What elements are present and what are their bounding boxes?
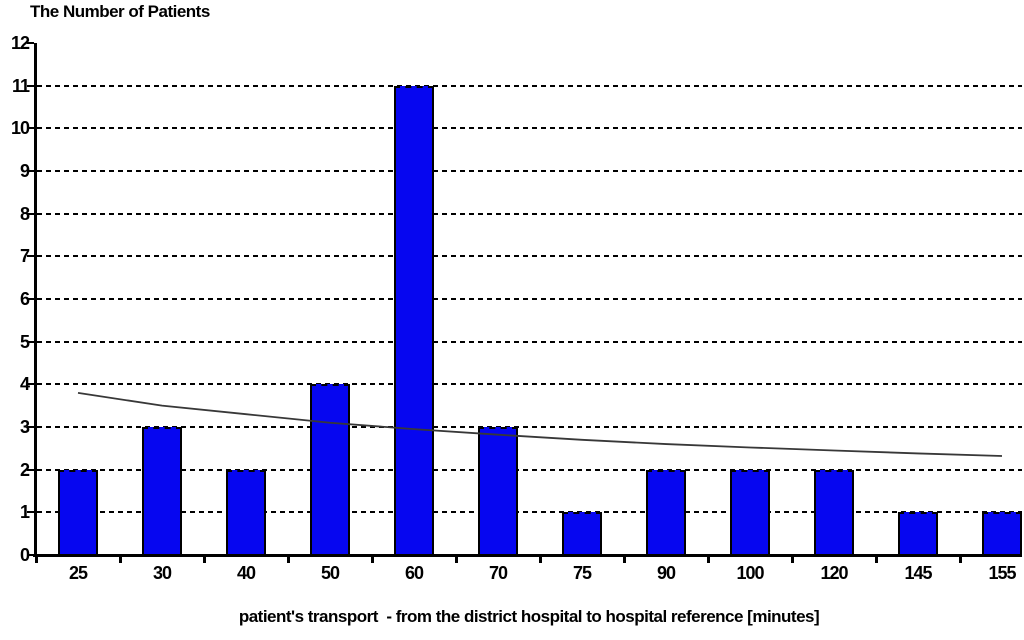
gridline	[37, 255, 1022, 258]
y-axis-tick	[27, 42, 34, 44]
y-axis-tick-label: 11	[11, 75, 30, 96]
x-axis-tick-label: 75	[572, 563, 592, 583]
y-axis-tick-label: 5	[19, 331, 30, 352]
y-axis-tick-label: 4	[19, 374, 30, 395]
bar	[58, 469, 98, 555]
y-axis-tick-label: 1	[19, 502, 30, 523]
x-axis-tick	[203, 556, 206, 563]
x-axis-tick	[707, 556, 710, 563]
y-axis-tick-label: 6	[19, 289, 30, 309]
x-axis-tick	[455, 556, 458, 563]
y-axis-tick-label: 2	[19, 459, 30, 480]
x-axis-tick-label: 50	[320, 563, 340, 583]
y-axis-tick	[27, 127, 34, 130]
gridline	[37, 170, 1022, 172]
bar	[226, 469, 266, 555]
bar	[982, 512, 1022, 555]
y-axis-tick-label: 10	[10, 118, 30, 139]
x-axis-tick	[623, 556, 626, 563]
y-axis-tick	[27, 468, 34, 471]
y-axis-tick-label: 12	[10, 33, 30, 53]
gridline	[37, 340, 1022, 343]
x-axis-tick	[119, 556, 122, 563]
x-axis-tick-label: 90	[656, 563, 676, 583]
y-axis	[34, 43, 37, 557]
x-axis-tick-label: 25	[68, 563, 88, 583]
bar	[478, 427, 518, 555]
bar	[730, 469, 770, 555]
bar	[898, 512, 938, 555]
x-axis-tick-label: 70	[488, 563, 508, 583]
gridline	[37, 426, 1022, 428]
chart-title: The Number of Patients	[30, 2, 210, 21]
x-axis-tick-label: 100	[736, 563, 764, 583]
y-axis-tick-label: 0	[19, 545, 30, 565]
gridline	[37, 383, 1022, 386]
x-axis-tick	[791, 556, 794, 563]
x-axis-tick	[539, 556, 542, 563]
bar	[142, 427, 182, 555]
x-axis-title: patient's transport - from the district …	[238, 607, 820, 626]
gridline	[37, 127, 1022, 130]
x-axis	[33, 554, 1022, 557]
x-axis-tick-label: 155	[988, 563, 1016, 583]
y-axis-tick	[27, 84, 34, 87]
bar	[814, 469, 854, 555]
y-axis-tick	[27, 340, 34, 343]
bar	[394, 85, 434, 555]
x-axis-tick-label: 145	[904, 563, 932, 583]
gridline	[37, 511, 1022, 514]
y-axis-tick-label: 3	[19, 417, 30, 437]
x-axis-tick-label: 40	[236, 563, 256, 583]
x-axis-tick	[371, 556, 374, 563]
bar	[562, 512, 602, 555]
bar	[310, 384, 350, 555]
y-axis-tick-label: 9	[19, 161, 30, 181]
x-axis-tick	[959, 556, 962, 563]
y-axis-tick	[27, 170, 34, 172]
gridline	[37, 298, 1022, 300]
x-axis-tick	[35, 556, 38, 563]
x-axis-tick	[875, 556, 878, 563]
y-axis-tick	[27, 255, 34, 258]
y-axis-tick	[27, 298, 34, 300]
y-axis-tick	[27, 511, 34, 514]
y-axis-tick-label: 7	[19, 246, 30, 267]
x-axis-tick-label: 60	[404, 563, 424, 583]
y-axis-tick	[27, 383, 34, 386]
x-axis-tick-label: 30	[152, 563, 172, 583]
y-axis-tick-label: 8	[19, 203, 30, 224]
y-axis-tick	[27, 426, 34, 428]
gridline	[37, 212, 1022, 215]
y-axis-tick	[27, 212, 34, 215]
gridline	[37, 84, 1022, 87]
y-axis-tick	[27, 554, 34, 556]
x-axis-tick	[287, 556, 290, 563]
gridline	[37, 468, 1022, 471]
x-axis-tick-label: 120	[820, 563, 848, 583]
bar	[646, 469, 686, 555]
